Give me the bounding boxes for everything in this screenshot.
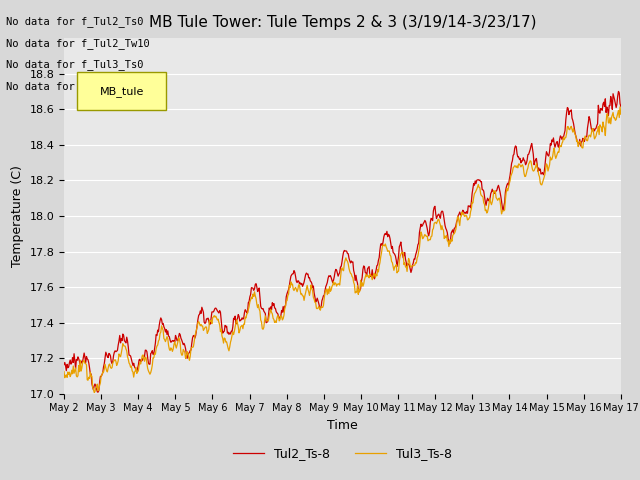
Text: MB_tule: MB_tule	[99, 86, 144, 96]
Tul2_Ts-8	[614, 88, 622, 94]
X-axis label: Time: Time	[327, 419, 358, 432]
Tul3_Ts-8	[411, 262, 419, 268]
Tul2_Ts-8	[70, 351, 78, 357]
Tul2_Ts-8	[128, 360, 136, 366]
Tul2_Ts-8	[214, 309, 222, 315]
Tul3_Ts-8	[128, 368, 136, 374]
Tul3_Ts-8	[70, 371, 78, 376]
Tul3_Ts-8	[616, 104, 624, 110]
Tul3_Ts-8	[214, 316, 222, 322]
Y-axis label: Temperature (C): Temperature (C)	[11, 165, 24, 267]
Line: Tul3_Ts-8: Tul3_Ts-8	[64, 107, 621, 393]
Tul2_Ts-8	[428, 216, 435, 221]
Legend: Tul2_Ts-8, Tul3_Ts-8: Tul2_Ts-8, Tul3_Ts-8	[228, 443, 457, 466]
Tul3_Ts-8	[428, 234, 435, 240]
Tul2_Ts-8	[617, 104, 625, 109]
Tul3_Ts-8	[90, 390, 98, 396]
Tul3_Ts-8	[60, 369, 68, 374]
Text: No data for f_Tul3_Ts0: No data for f_Tul3_Ts0	[6, 59, 144, 70]
Tul2_Ts-8	[60, 362, 68, 368]
Tul2_Ts-8	[185, 350, 193, 356]
Text: No data for f_Tul2_Ts0: No data for f_Tul2_Ts0	[6, 16, 144, 27]
Line: Tul2_Ts-8: Tul2_Ts-8	[64, 91, 621, 392]
Tul2_Ts-8	[411, 256, 419, 262]
Tul2_Ts-8	[94, 389, 102, 395]
Title: MB Tule Tower: Tule Temps 2 & 3 (3/19/14-3/23/17): MB Tule Tower: Tule Temps 2 & 3 (3/19/14…	[148, 15, 536, 30]
Tul3_Ts-8	[617, 111, 625, 117]
Tul3_Ts-8	[185, 355, 193, 360]
Text: No data for f_Tul2_Tw10: No data for f_Tul2_Tw10	[6, 37, 150, 48]
Text: No data for f_Tul3_Tw10: No data for f_Tul3_Tw10	[6, 81, 150, 92]
